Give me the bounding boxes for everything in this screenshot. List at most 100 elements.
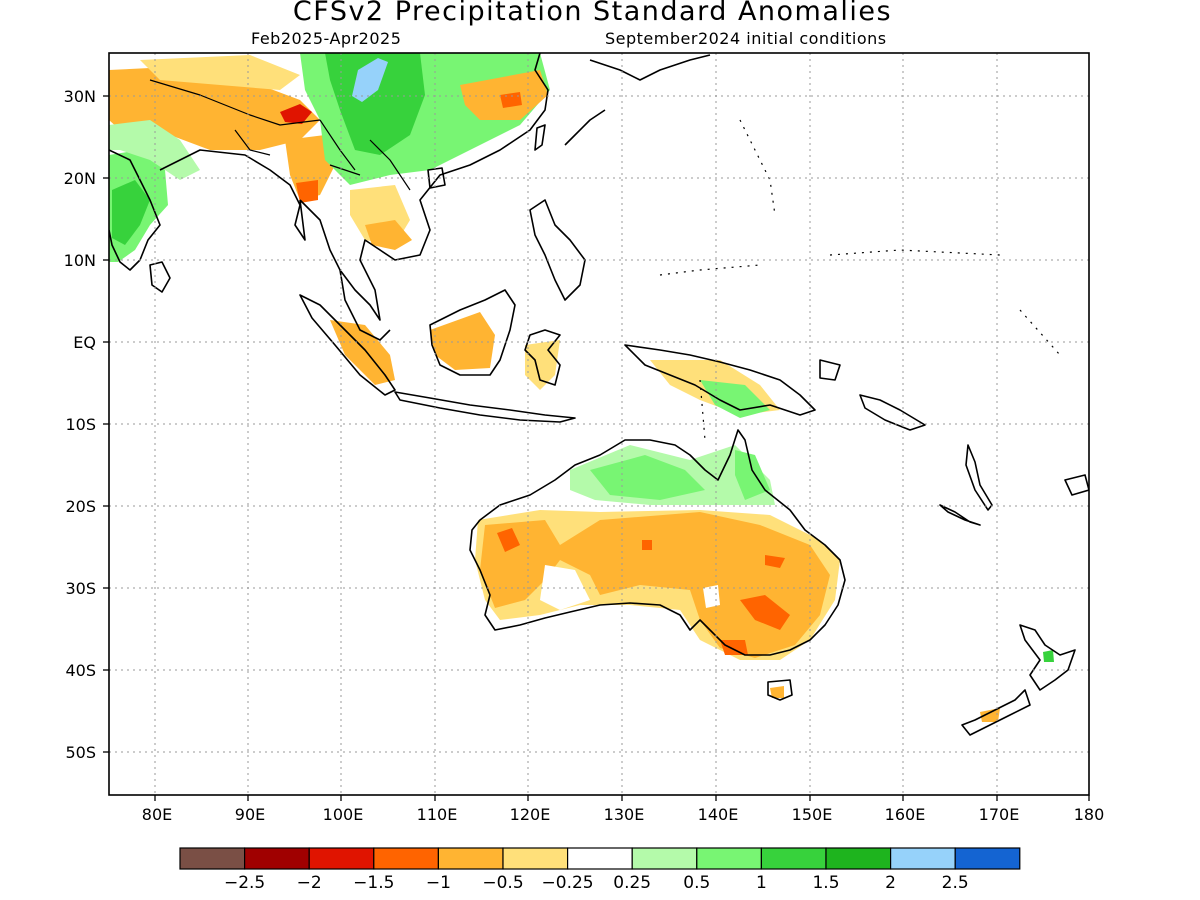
anomaly-shading: [109, 53, 1054, 722]
colorbar-label: 0.25: [613, 873, 651, 893]
anomaly-aus-red-west: [497, 528, 520, 552]
colorbar-label: 2: [885, 873, 896, 893]
lat-label: 30S: [65, 579, 96, 598]
colorbar-label: −1: [426, 873, 451, 893]
longitude-labels: 80E 90E 100E 110E 120E 130E 140E 150E 16…: [142, 805, 1105, 824]
map-frame: [108, 52, 1090, 796]
lat-label: 40S: [65, 661, 96, 680]
coast-vanuatu: [965, 444, 993, 511]
anomaly-sumatra-orange: [330, 320, 395, 385]
tick-marks: [103, 95, 1090, 801]
coast-sumatra: [299, 294, 396, 396]
lon-label: 150E: [792, 805, 833, 824]
anomaly-himalaya-red: [280, 104, 312, 124]
anomaly-aus-red-ne: [765, 555, 785, 568]
coast-nz-south: [961, 689, 1031, 736]
colorbar-swatch: [825, 847, 892, 870]
colorbar-swatch: [954, 847, 1021, 870]
anomaly-aus-white-inner: [703, 585, 720, 608]
coast-solomons: [859, 394, 926, 431]
anomaly-cape-york-green: [735, 450, 770, 500]
colorbar-label: −2: [297, 873, 322, 893]
colorbar-swatch: [566, 847, 633, 870]
coast-hainan: [427, 167, 446, 189]
anomaly-aus-red-se: [740, 595, 790, 630]
coast-philippines: [529, 199, 586, 301]
lat-label: EQ: [73, 333, 96, 352]
coast-sulawesi: [524, 329, 561, 386]
lat-label: 20N: [64, 169, 96, 188]
colorbar-label: −2.5: [224, 873, 265, 893]
colorbar-swatch: [308, 847, 375, 870]
coast-new-guinea: [624, 344, 816, 416]
coast-nz-north: [1019, 624, 1076, 691]
anomaly-borneo-orange: [430, 312, 495, 370]
colorbar-swatch: [373, 847, 439, 870]
lon-label: 130E: [604, 805, 645, 824]
colorbar-label: 0.5: [683, 873, 710, 893]
lon-label: 170E: [979, 805, 1020, 824]
lat-label: 10S: [65, 415, 96, 434]
anomaly-tasmania-orange: [770, 686, 784, 698]
lon-label: 140E: [698, 805, 739, 824]
anomaly-nz-green: [1043, 650, 1054, 662]
anomaly-aus-orange: [480, 512, 830, 658]
anomaly-india-midgreen: [112, 180, 150, 245]
lat-label: 30N: [64, 87, 96, 106]
coast-japan: [589, 54, 711, 81]
lat-label: 10N: [64, 251, 96, 270]
coast-taiwan: [534, 124, 546, 151]
coast-ryukyu: [564, 109, 606, 146]
coast-sri-lanka: [149, 261, 171, 293]
colorbar-swatch: [631, 847, 698, 870]
coast-indochina: [299, 53, 549, 321]
coast-tasmania: [767, 679, 793, 701]
coast-malay: [339, 269, 391, 341]
lon-label: 90E: [235, 805, 265, 824]
lon-label: 80E: [142, 805, 172, 824]
colorbar-swatch: [502, 847, 569, 870]
colorbar-label: 1.5: [812, 873, 839, 893]
anomaly-myanmar-red: [296, 180, 318, 203]
anomaly-sulawesi-yellow: [525, 340, 560, 390]
colorbar-swatch: [889, 847, 956, 870]
coast-bay-bengal: [159, 149, 306, 241]
anomaly-indochina-orange: [365, 220, 412, 250]
lon-label: 180: [1074, 805, 1105, 824]
colorbar-label: −0.5: [482, 873, 523, 893]
coast-fiji: [1064, 474, 1089, 496]
coastlines: [109, 53, 1089, 736]
lon-label: 120E: [510, 805, 551, 824]
map-title: CFSv2 Precipitation Standard Anomalies: [292, 0, 893, 27]
coast-new-caledonia: [939, 504, 981, 526]
colorbar-swatch: [244, 847, 310, 870]
anomaly-aus-red-sw: [720, 640, 748, 655]
lat-label: 50S: [65, 743, 96, 762]
lon-label: 160E: [885, 805, 926, 824]
coast-java: [394, 391, 576, 423]
coast-borneo: [429, 289, 516, 376]
lon-label: 100E: [323, 805, 364, 824]
lat-label: 20S: [65, 497, 96, 516]
islands-micronesia: [659, 119, 1061, 441]
forecast-period: Feb2025-Apr2025: [251, 29, 402, 48]
anomaly-china-lightblue: [352, 58, 388, 102]
colorbar: [179, 847, 1021, 870]
coast-australia: [469, 429, 846, 656]
colorbar-swatch: [760, 847, 827, 870]
colorbar-label: −1.5: [353, 873, 394, 893]
lon-label: 110E: [417, 805, 458, 824]
colorbar-label: 2.5: [942, 873, 969, 893]
colorbar-label: 1: [756, 873, 767, 893]
colorbar-labels: −2.5 −2 −1.5 −1 −0.5 −0.25 0.25 0.5 1 1.5 2 2.5: [224, 873, 969, 893]
anomaly-aus-red-center: [642, 540, 652, 550]
colorbar-swatch: [179, 847, 246, 870]
anomaly-aus-north-midgreen: [590, 455, 705, 500]
borders-asia: [149, 79, 411, 191]
initial-conditions: September2024 initial conditions: [605, 29, 887, 48]
colorbar-swatch: [696, 847, 762, 870]
anomaly-nz-orange: [980, 708, 1000, 722]
colorbar-label: −0.25: [542, 873, 594, 893]
latitude-labels: 30N 20N 10N EQ 10S 20S 30S 40S 50S: [64, 87, 96, 762]
